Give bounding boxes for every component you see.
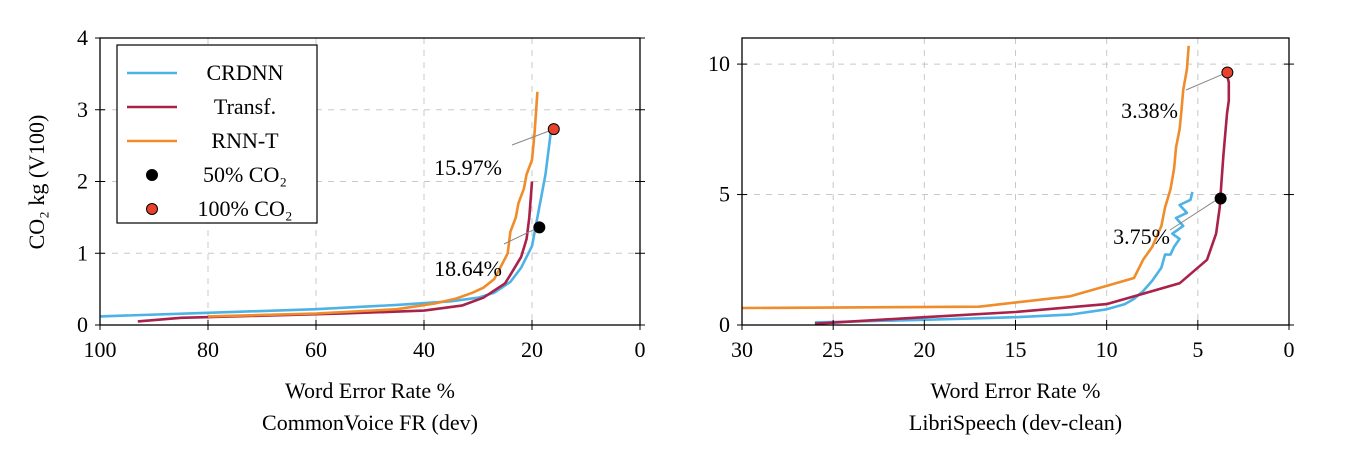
marker-100pct-co2 [547, 123, 560, 136]
legend-label: CRDNN [206, 60, 283, 85]
y-tick-label: 4 [77, 25, 88, 50]
y-tick-label: 2 [77, 169, 88, 194]
y-tick-label: 0 [77, 312, 88, 337]
legend-swatch-dot [146, 169, 158, 181]
y-tick-label: 0 [719, 312, 730, 337]
x-tick-label: 25 [822, 337, 844, 362]
x-axis-sublabel: LibriSpeech (dev-clean) [909, 410, 1122, 435]
series-line-crdnn [814, 191, 1194, 324]
y-tick-label: 1 [77, 240, 88, 265]
y-axis-label: CO₂ kg (V100) [24, 115, 49, 250]
legend-label: 50% CO₂ [203, 162, 287, 187]
chart-librispeech: 3.75% 3.38% 30 25 20 15 10 5 0 0 5 10 Word Error Rat… [708, 37, 1295, 435]
marker-50pct-co2 [533, 221, 546, 234]
x-tick-label: 15 [1005, 337, 1027, 362]
legend-label: RNN-T [211, 128, 279, 153]
marker-100pct-co2 [1221, 66, 1234, 79]
y-tick-label: 10 [708, 51, 730, 76]
x-tick-label: 20 [913, 337, 935, 362]
series-line-crdnn [99, 131, 553, 318]
x-axis-sublabel: CommonVoice FR (dev) [262, 410, 478, 435]
annotation-leader-line [503, 228, 535, 245]
x-tick-label: 10 [1096, 337, 1118, 362]
legend-swatch-dot [146, 203, 158, 215]
annotation-label: 3.38% [1121, 98, 1178, 123]
annotation-leader-line [1185, 73, 1223, 91]
legend-label: Transf. [214, 94, 276, 119]
annotation-leader-line [1169, 200, 1216, 231]
x-axis-label: Word Error Rate % [285, 378, 455, 403]
x-tick-label: 100 [84, 337, 117, 362]
y-tick-label: 5 [719, 182, 730, 207]
legend-label: 100% CO₂ [197, 196, 292, 221]
marker-50pct-co2 [1214, 192, 1227, 205]
series-line-rnnt [207, 91, 539, 318]
annotation-label: 3.75% [1113, 224, 1170, 249]
x-tick-label: 60 [305, 337, 327, 362]
chart-commonvoice: 18.64% 15.97% 100 80 60 40 20 0 0 1 2 3 4 Word Error … [77, 25, 646, 435]
legend: CRDNN Transf. RNN-T 50% CO₂ 100% CO₂ [116, 44, 318, 224]
series-line-transf [814, 74, 1231, 325]
x-tick-label: 0 [635, 337, 646, 362]
x-tick-label: 0 [1284, 337, 1295, 362]
x-axis-label: Word Error Rate % [931, 378, 1101, 403]
annotation-label: 18.64% [434, 256, 502, 281]
x-tick-label: 5 [1192, 337, 1203, 362]
legend-box [116, 44, 318, 224]
x-tick-label: 40 [413, 337, 435, 362]
x-tick-label: 80 [197, 337, 219, 362]
annotation-leader-line [511, 130, 549, 146]
annotation-label: 15.97% [434, 155, 502, 180]
series-line-rnnt [741, 45, 1190, 310]
x-tick-label: 20 [521, 337, 543, 362]
y-tick-label: 3 [77, 97, 88, 122]
x-tick-label: 30 [731, 337, 753, 362]
